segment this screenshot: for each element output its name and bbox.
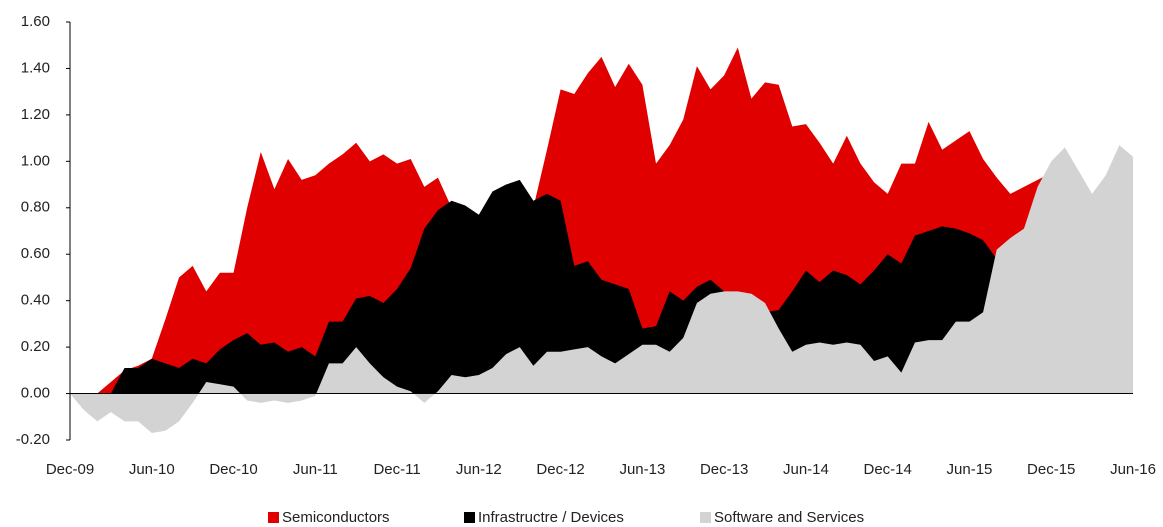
y-tick-label: 1.00 [21, 152, 50, 169]
area [70, 179, 1133, 394]
x-tick-label: Dec-11 [373, 461, 420, 478]
x-tick-label: Jun-11 [293, 461, 338, 478]
legend-label: Infrastructre / Devices [478, 509, 624, 526]
y-tick-label: 0.60 [21, 245, 50, 262]
legend-label: Software and Services [714, 509, 864, 526]
y-tick-label: -0.20 [16, 431, 50, 448]
area [70, 145, 1133, 434]
x-tick-label: Dec-13 [700, 461, 748, 478]
x-tick-label: Jun-14 [783, 461, 829, 478]
x-tick-label: Jun-12 [456, 461, 502, 478]
x-tick-label: Dec-09 [46, 461, 94, 478]
y-tick-label: 1.40 [21, 59, 50, 76]
x-tick-label: Dec-14 [864, 461, 912, 478]
x-tick-label: Jun-15 [947, 461, 993, 478]
legend-label: Semiconductors [282, 509, 390, 526]
legend-swatch [700, 512, 711, 523]
y-tick-label: 0.80 [21, 199, 50, 216]
x-tick-label: Dec-12 [536, 461, 584, 478]
y-tick-label: 0.40 [21, 292, 50, 309]
x-tick-label: Jun-16 [1110, 461, 1156, 478]
y-tick-label: 0.00 [21, 385, 50, 402]
legend-swatch [268, 512, 279, 523]
legend-swatch [464, 512, 475, 523]
x-tick-label: Dec-15 [1027, 461, 1075, 478]
y-tick-label: 1.60 [21, 13, 50, 30]
y-tick-label: 0.20 [21, 338, 50, 355]
x-tick-label: Jun-13 [619, 461, 665, 478]
y-tick-label: 1.20 [21, 106, 50, 123]
x-tick-label: Dec-10 [209, 461, 257, 478]
x-tick-label: Jun-10 [129, 461, 175, 478]
